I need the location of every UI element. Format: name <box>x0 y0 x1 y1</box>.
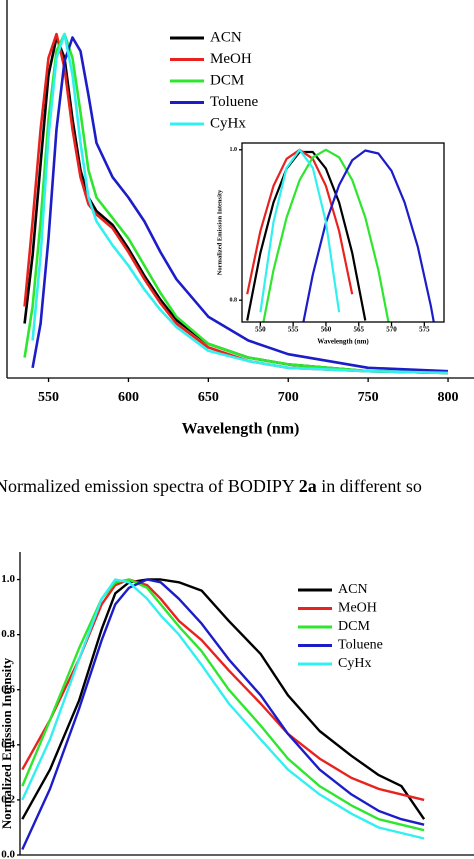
x-tick-label: 800 <box>438 390 459 405</box>
series-line <box>23 32 449 375</box>
plot-frame <box>241 142 445 323</box>
y-tick-label: 1.0 <box>1 573 15 585</box>
series-line <box>302 149 435 322</box>
series-line <box>246 148 354 295</box>
legend-label: MeOH <box>210 51 252 67</box>
legend-label: MeOH <box>338 601 377 616</box>
y-tick-label: 0.6 <box>1 683 15 695</box>
legend-label: DCM <box>338 619 370 634</box>
series-line <box>259 148 341 313</box>
legend-label: Toluene <box>338 638 383 653</box>
x-tick-label: 550 <box>38 390 59 405</box>
legend-label: DCM <box>210 72 244 88</box>
legend-label: ACN <box>210 29 242 45</box>
y-tick-label: 0.8 <box>1 628 15 640</box>
legend-label: Toluene <box>210 94 258 110</box>
caption: Normalized emission spectra of BODIPY 2a… <box>0 476 422 496</box>
y-tick-label: 0.0 <box>1 849 15 859</box>
caption-bold: 2a <box>299 476 317 496</box>
series-line <box>246 150 367 321</box>
x-axis-label: Wavelength (nm) <box>317 338 369 346</box>
x-tick-label: 700 <box>278 390 299 405</box>
legend-label: ACN <box>338 582 368 597</box>
series-line <box>21 578 425 850</box>
y-tick-label: 0.4 <box>1 738 15 750</box>
x-tick-label: 560 <box>321 326 332 334</box>
y-tick-label: 0.8 <box>230 298 238 304</box>
x-tick-label: 650 <box>198 390 219 405</box>
series-line <box>31 36 449 373</box>
legend-label: CyHx <box>338 656 371 671</box>
x-tick-label: 565 <box>353 326 364 334</box>
caption-start: Normalized emission spectra of BODIPY <box>0 476 299 496</box>
y-tick-label: 1.0 <box>230 147 238 153</box>
series-line <box>21 578 425 832</box>
series-line <box>21 578 425 840</box>
y-axis-label: Normalized Emission Intensity <box>216 189 223 275</box>
series-line <box>21 578 425 802</box>
x-tick-label: 575 <box>419 326 430 334</box>
y-tick-label: 0.2 <box>1 793 15 805</box>
x-tick-label: 600 <box>118 390 139 405</box>
series-line <box>31 32 449 375</box>
caption-end: in different so <box>317 476 422 496</box>
x-tick-label: 555 <box>288 326 299 334</box>
x-tick-label: 550 <box>255 326 266 334</box>
y-axis-label: Normalized Emission Intensity <box>0 657 14 829</box>
x-axis-label: Wavelength (nm) <box>182 421 300 438</box>
legend-label: CyHx <box>210 115 246 131</box>
x-tick-label: 570 <box>386 326 397 334</box>
series-line <box>262 148 390 322</box>
x-tick-label: 750 <box>358 390 379 405</box>
series-line <box>21 578 426 820</box>
